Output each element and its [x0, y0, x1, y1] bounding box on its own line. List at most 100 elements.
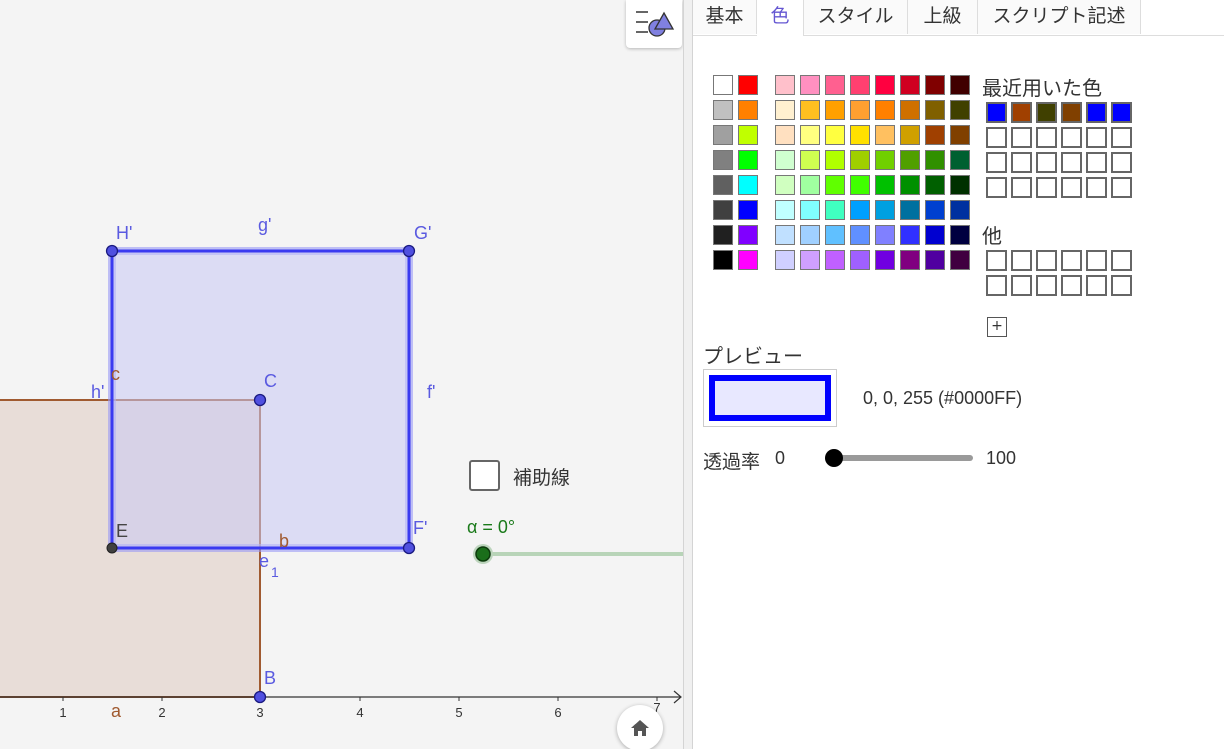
- color-swatch[interactable]: [775, 175, 795, 195]
- color-swatch[interactable]: [925, 250, 945, 270]
- recent-color-empty-slot[interactable]: [1036, 152, 1057, 173]
- point-b[interactable]: [253, 690, 267, 704]
- color-swatch[interactable]: [875, 125, 895, 145]
- color-swatch[interactable]: [738, 75, 758, 95]
- color-swatch[interactable]: [775, 75, 795, 95]
- opacity-slider-track[interactable]: [825, 455, 973, 461]
- recent-color-empty-slot[interactable]: [1061, 152, 1082, 173]
- color-swatch[interactable]: [713, 100, 733, 120]
- color-swatch[interactable]: [850, 200, 870, 220]
- color-swatch[interactable]: [713, 75, 733, 95]
- tab-color[interactable]: 色: [757, 0, 804, 36]
- other-color-empty-slot[interactable]: [1036, 250, 1057, 271]
- color-swatch[interactable]: [950, 100, 970, 120]
- style-bar-toggle-button[interactable]: [626, 0, 682, 48]
- panel-divider[interactable]: [683, 0, 693, 749]
- color-swatch[interactable]: [950, 150, 970, 170]
- aux-line-checkbox[interactable]: [469, 460, 500, 491]
- recent-color-empty-slot[interactable]: [1036, 177, 1057, 198]
- color-swatch[interactable]: [800, 225, 820, 245]
- recent-color-swatch[interactable]: [1036, 102, 1057, 123]
- tab-advanced[interactable]: 上級: [908, 0, 978, 34]
- recent-color-empty-slot[interactable]: [1011, 177, 1032, 198]
- other-color-empty-slot[interactable]: [986, 250, 1007, 271]
- alpha-slider-handle[interactable]: [475, 546, 491, 562]
- color-swatch[interactable]: [825, 100, 845, 120]
- color-swatch[interactable]: [925, 125, 945, 145]
- color-swatch[interactable]: [875, 175, 895, 195]
- color-swatch[interactable]: [775, 100, 795, 120]
- point-e[interactable]: [106, 542, 118, 554]
- color-swatch[interactable]: [925, 75, 945, 95]
- color-swatch[interactable]: [875, 100, 895, 120]
- recent-color-empty-slot[interactable]: [1061, 127, 1082, 148]
- color-swatch[interactable]: [925, 150, 945, 170]
- color-swatch[interactable]: [900, 75, 920, 95]
- color-swatch[interactable]: [900, 250, 920, 270]
- color-swatch[interactable]: [950, 175, 970, 195]
- color-swatch[interactable]: [713, 125, 733, 145]
- color-swatch[interactable]: [875, 75, 895, 95]
- point-h-prime[interactable]: [105, 244, 119, 258]
- tab-scripting[interactable]: スクリプト記述: [978, 0, 1141, 34]
- color-swatch[interactable]: [900, 100, 920, 120]
- other-color-empty-slot[interactable]: [986, 275, 1007, 296]
- color-swatch[interactable]: [800, 125, 820, 145]
- color-swatch[interactable]: [850, 150, 870, 170]
- color-swatch[interactable]: [825, 75, 845, 95]
- recent-color-empty-slot[interactable]: [1086, 177, 1107, 198]
- color-swatch[interactable]: [850, 250, 870, 270]
- recent-color-empty-slot[interactable]: [1061, 177, 1082, 198]
- color-swatch[interactable]: [825, 200, 845, 220]
- recent-color-empty-slot[interactable]: [1111, 127, 1132, 148]
- recent-color-swatch[interactable]: [1011, 102, 1032, 123]
- color-swatch[interactable]: [800, 75, 820, 95]
- color-swatch[interactable]: [950, 75, 970, 95]
- color-swatch[interactable]: [775, 150, 795, 170]
- recent-color-empty-slot[interactable]: [986, 152, 1007, 173]
- other-color-empty-slot[interactable]: [1061, 275, 1082, 296]
- color-swatch[interactable]: [800, 175, 820, 195]
- color-swatch[interactable]: [900, 150, 920, 170]
- recent-color-empty-slot[interactable]: [986, 127, 1007, 148]
- other-color-empty-slot[interactable]: [1086, 250, 1107, 271]
- color-swatch[interactable]: [738, 175, 758, 195]
- other-color-empty-slot[interactable]: [1111, 275, 1132, 296]
- color-swatch[interactable]: [738, 250, 758, 270]
- color-swatch[interactable]: [800, 200, 820, 220]
- color-swatch[interactable]: [900, 200, 920, 220]
- color-swatch[interactable]: [950, 125, 970, 145]
- color-swatch[interactable]: [950, 250, 970, 270]
- color-swatch[interactable]: [950, 200, 970, 220]
- color-swatch[interactable]: [825, 150, 845, 170]
- color-swatch[interactable]: [875, 200, 895, 220]
- color-swatch[interactable]: [875, 150, 895, 170]
- color-swatch[interactable]: [950, 225, 970, 245]
- tab-style[interactable]: スタイル: [804, 0, 908, 34]
- color-swatch[interactable]: [850, 175, 870, 195]
- recent-color-swatch[interactable]: [1111, 102, 1132, 123]
- recent-color-empty-slot[interactable]: [1036, 127, 1057, 148]
- color-swatch[interactable]: [775, 200, 795, 220]
- color-swatch[interactable]: [850, 75, 870, 95]
- recent-color-swatch[interactable]: [1086, 102, 1107, 123]
- color-swatch[interactable]: [713, 200, 733, 220]
- color-swatch[interactable]: [713, 175, 733, 195]
- color-swatch[interactable]: [850, 100, 870, 120]
- color-swatch[interactable]: [925, 200, 945, 220]
- graphics-canvas[interactable]: 1 2 3 4 5 6 7 H' G' F' E C B g' f' h': [0, 0, 683, 749]
- color-swatch[interactable]: [713, 250, 733, 270]
- color-swatch[interactable]: [825, 225, 845, 245]
- color-swatch[interactable]: [825, 175, 845, 195]
- recent-color-empty-slot[interactable]: [1111, 177, 1132, 198]
- home-button[interactable]: [617, 705, 663, 749]
- graphics-view[interactable]: 1 2 3 4 5 6 7 H' G' F' E C B g' f' h': [0, 0, 683, 749]
- color-swatch[interactable]: [900, 125, 920, 145]
- color-swatch[interactable]: [738, 200, 758, 220]
- color-swatch[interactable]: [738, 125, 758, 145]
- color-swatch[interactable]: [775, 225, 795, 245]
- color-swatch[interactable]: [925, 100, 945, 120]
- color-swatch[interactable]: [800, 100, 820, 120]
- recent-color-empty-slot[interactable]: [1111, 152, 1132, 173]
- point-g-prime[interactable]: [402, 244, 416, 258]
